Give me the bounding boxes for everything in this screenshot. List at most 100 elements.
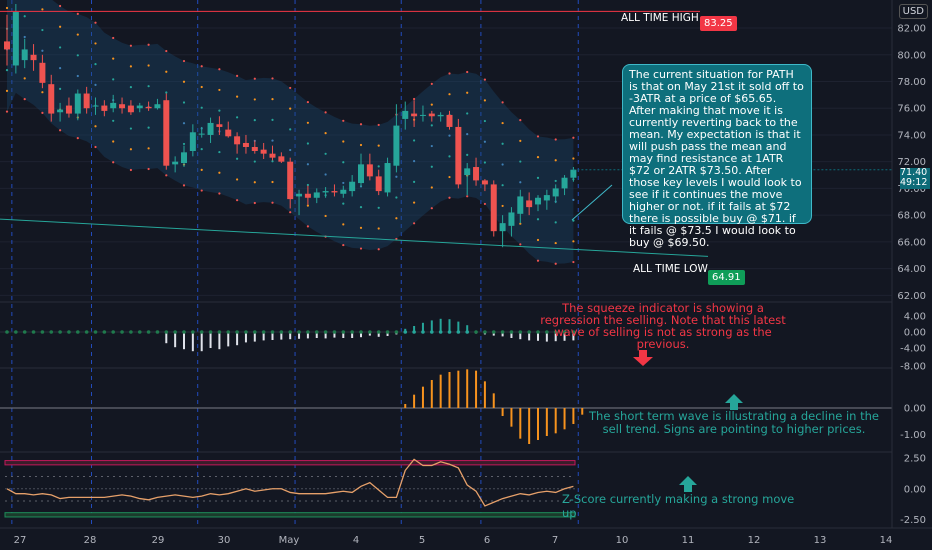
candle-body: [384, 163, 391, 193]
currency-label[interactable]: USD: [898, 4, 928, 19]
atr-band-dot: [413, 222, 416, 225]
candle-body: [242, 142, 249, 147]
zscore-line: [6, 458, 574, 507]
candle-body: [349, 181, 356, 192]
squeeze-dot: [261, 330, 266, 334]
atr-band-dot: [218, 171, 221, 174]
candle-body: [366, 164, 373, 177]
squeeze-dot: [14, 330, 18, 334]
atr-band-dot: [129, 44, 132, 47]
atr-band-dot: [377, 165, 380, 168]
atr-band-dot: [165, 49, 168, 53]
atr-band-dot: [76, 12, 79, 15]
atr-band-dot: [430, 124, 433, 127]
squeeze-dot: [297, 330, 301, 334]
atr-band-dot: [200, 148, 203, 151]
atr-band-dot: [218, 68, 221, 71]
date-separators: [11, 0, 579, 528]
atr-band-dot: [76, 54, 79, 57]
atr-band-dot: [342, 243, 345, 247]
ath-label: ALL TIME HIGH: [621, 12, 699, 24]
price-tick-label: 74.00: [897, 130, 926, 141]
squeeze-dot: [332, 330, 337, 334]
atr-band-dot: [147, 167, 150, 171]
squeeze-dot: [67, 330, 71, 334]
squeeze-tick-label: 4.00: [904, 312, 926, 323]
ath-badge: 83.25: [700, 16, 737, 31]
atr-band-dot: [200, 189, 203, 192]
candle-body: [92, 105, 99, 107]
price-tick-label: 64.00: [897, 264, 926, 275]
squeeze-dot: [84, 330, 89, 334]
candle-body: [508, 212, 515, 226]
atr-band-dot: [519, 181, 522, 184]
time-tick-label: 11: [682, 535, 695, 546]
candle-body: [278, 156, 285, 162]
atr-band-dot: [218, 88, 221, 92]
atr-band-dot: [112, 140, 115, 143]
price-tick-label: 68.00: [897, 211, 926, 222]
atr-band-dot: [76, 74, 79, 78]
atr-band-dot: [253, 181, 256, 184]
price-tick-label: 62.00: [897, 291, 926, 302]
atr-band-dot: [182, 122, 186, 125]
candle-body: [136, 105, 143, 109]
candle-body: [74, 93, 81, 114]
atr-band-dot: [395, 237, 398, 241]
atl-badge: 64.91: [708, 270, 745, 285]
atr-band-dot: [483, 140, 486, 143]
atr-band-dot: [129, 148, 132, 151]
atr-band-dot: [94, 145, 97, 149]
atr-band-dot: [182, 80, 186, 83]
atr-band-dot: [236, 157, 239, 160]
atr-band-dot: [41, 111, 44, 115]
atr-band-dot: [253, 77, 256, 80]
atr-band-dot: [306, 142, 309, 145]
atr-band-dot: [501, 204, 504, 208]
candle-body: [287, 161, 294, 200]
atr-band-dot: [200, 65, 203, 68]
atr-band-dot: [466, 195, 469, 198]
squeeze-dot: [536, 330, 540, 334]
candle-body: [234, 136, 241, 145]
atr-band-dot: [147, 85, 150, 88]
zscore-annotation: Z-Score currently making a strong move u…: [562, 492, 795, 520]
candle-body: [561, 177, 568, 189]
atr-band-dot: [448, 72, 451, 75]
squeeze-dot: [509, 330, 514, 334]
atr-band-dot: [342, 140, 345, 143]
candle-body: [526, 200, 533, 208]
atr-band-dot: [536, 218, 540, 221]
atr-band-dot: [200, 85, 203, 89]
atr-band-dot: [23, 98, 26, 101]
candle-body: [464, 168, 471, 176]
candle-body: [172, 161, 179, 165]
atr-band-dot: [413, 180, 416, 183]
squeeze-tick-label: -4.00: [900, 344, 926, 355]
candle-body: [119, 104, 126, 109]
atr-band-dot: [572, 136, 575, 139]
squeeze-dot: [288, 330, 293, 334]
atr-band-dot: [289, 107, 292, 110]
down-arrow-icon: [633, 350, 653, 366]
squeeze-dot: [314, 330, 319, 334]
atr-band-dot: [23, 35, 26, 39]
squeeze-dot: [129, 330, 133, 334]
squeeze-dot: [31, 330, 36, 334]
atr-band-dot: [271, 139, 274, 142]
squeeze-dot: [22, 330, 27, 334]
candle-body: [207, 122, 214, 135]
atr-band-dot: [501, 163, 504, 166]
squeeze-annotation: The squeeze indicator is showing a regre…: [540, 301, 786, 351]
atr-band-dot: [147, 43, 150, 46]
candle-body: [322, 191, 329, 193]
time-tick-label: 28: [84, 535, 97, 546]
squeeze-dot: [279, 330, 284, 334]
atr-band-dot: [271, 180, 274, 184]
atr-band-dot: [536, 238, 540, 242]
squeeze-dot: [120, 330, 124, 334]
atr-band-dot: [253, 201, 256, 205]
atr-band-dot: [413, 139, 416, 142]
atr-band-dot: [112, 78, 115, 81]
candle-body: [57, 109, 64, 113]
